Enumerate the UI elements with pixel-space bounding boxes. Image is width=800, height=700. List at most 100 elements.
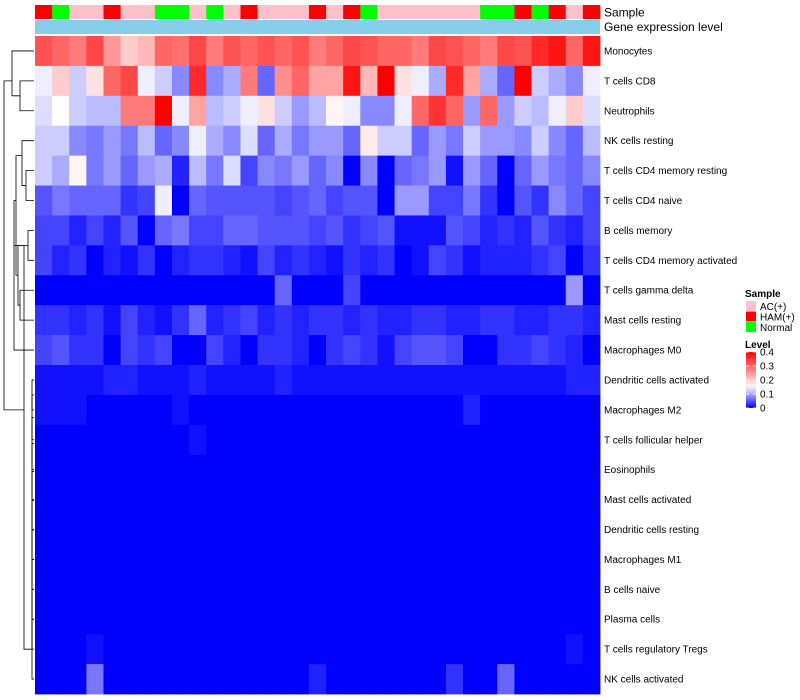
row-label: Eosinophils [604,465,655,476]
heatmap-cell [428,245,447,276]
heatmap-cell [565,454,584,486]
heatmap-cell [308,155,327,186]
heatmap-cell [445,574,464,605]
heatmap-cell [171,574,190,605]
heatmap-cell [343,514,361,545]
heatmap-cell [240,275,258,306]
heatmap-cell [377,574,395,605]
heatmap-cell [531,275,550,306]
heatmap-cell [445,604,464,635]
heatmap-cell [445,544,464,575]
heatmap-cell [274,65,293,97]
heatmap-cell [514,664,532,695]
heatmap-cell [565,245,584,276]
heatmap-cell [240,454,258,486]
heatmap-cell [206,215,224,246]
heatmap-cell [377,514,395,545]
heatmap-cell [360,365,378,396]
heatmap-cell [274,664,293,695]
heatmap-cell [137,365,156,396]
heatmap-cell [514,185,532,216]
heatmap-cell [514,484,532,515]
heatmap-cell [582,155,601,186]
row-label: B cells naive [604,585,661,596]
heatmap-cell [35,454,53,486]
heatmap-cell [120,634,139,665]
heatmap-cell [189,604,207,635]
heatmap-cell [240,36,258,67]
sample-annotation-cell [565,5,584,19]
legend-tick-label: 0.1 [760,390,774,401]
heatmap-cell [377,95,395,127]
heatmap-cell [240,185,258,216]
heatmap-cell [86,155,104,186]
row-label: T cells regulatory Tregs [604,645,708,656]
heatmap-cell [257,95,276,127]
legend-level-ticks: 0.4 0.3 0.2 0.1 0 [746,348,774,415]
heatmap-cell [291,484,310,515]
heatmap-cell [411,574,430,605]
heatmap-cell [189,544,207,575]
heatmap-cell [171,634,190,665]
heatmap-cell [171,664,190,695]
heatmap-cell [35,275,53,306]
heatmap-cell [514,36,532,67]
heatmap-cell [531,514,550,545]
heatmap-cell [463,155,481,186]
heatmap-cell [463,454,481,486]
heatmap-cell [35,574,53,605]
heatmap-cell [531,335,550,366]
heatmap-cell [308,634,327,665]
heatmap-cell [120,155,139,186]
heatmap-cell [411,275,430,306]
gene-expression-track-label: Gene expression level [604,20,723,34]
heatmap-cell [223,95,241,127]
heatmap-cell [411,424,430,456]
row-label: Monocytes [604,46,652,57]
heatmap-cell [86,335,104,366]
heatmap-cell [154,305,173,336]
heatmap-cell [497,394,515,426]
heatmap-cell [582,185,601,216]
heatmap-cell [137,394,156,426]
heatmap-cell [189,65,207,97]
heatmap-cell [308,454,327,486]
heatmap-cell [360,95,378,127]
heatmap-cell [463,305,481,336]
heatmap-cell [514,574,532,605]
row-label: Neutrophils [604,106,655,117]
heatmap-cell [86,604,104,635]
heatmap-cell [291,574,310,605]
heatmap-cell [411,454,430,486]
heatmap-cell [137,245,156,276]
heatmap-cell [86,95,104,127]
heatmap-cell [154,275,173,306]
heatmap-cell [548,394,567,426]
heatmap-cell [35,394,53,426]
heatmap-cell [86,215,104,246]
heatmap-cell [291,155,310,186]
heatmap-cell [480,484,498,515]
heatmap-cell [69,125,87,157]
heatmap-cell [514,365,532,396]
heatmap-cell [360,454,378,486]
heatmap-cell [223,245,241,276]
heatmap-cell [428,424,447,456]
dendrogram-branch [21,140,34,186]
heatmap-cell [582,664,601,695]
sample-track-label: Sample [604,6,645,20]
heatmap-cell [411,125,430,157]
heatmap-cell [223,125,241,157]
heatmap-cell [120,65,139,97]
heatmap-cell [171,604,190,635]
heatmap-cell [377,125,395,157]
heatmap-cell [463,95,481,127]
heatmap-cell [565,36,584,67]
heatmap-cell [343,574,361,605]
heatmap-cell [274,604,293,635]
heatmap-cell [274,275,293,306]
heatmap-cell [291,335,310,366]
sample-annotation-cell [120,5,139,19]
heatmap-cell [120,245,139,276]
heatmap-cell [274,95,293,127]
